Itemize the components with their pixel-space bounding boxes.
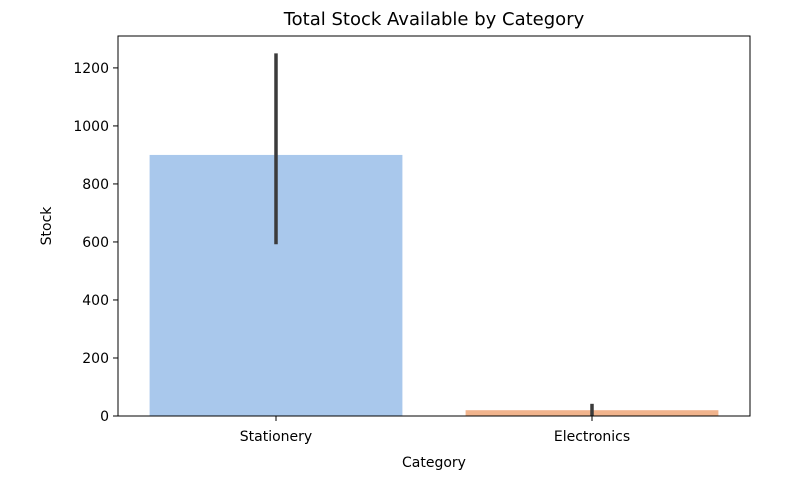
x-axis-label: Category <box>402 455 466 471</box>
x-tick-label: Electronics <box>554 429 630 445</box>
plot-frame <box>117 35 751 417</box>
x-axis: Stationery Electronics <box>240 416 630 445</box>
y-tick-label: 1000 <box>73 119 109 135</box>
error-bars-layer <box>274 53 594 416</box>
y-tick-label: 600 <box>82 235 109 251</box>
y-tick-label: 0 <box>100 409 109 425</box>
y-tick-label: 400 <box>82 293 109 309</box>
y-tick-label: 200 <box>82 351 109 367</box>
y-axis-label: Stock <box>39 206 55 246</box>
y-tick-label: 1200 <box>73 61 109 77</box>
y-axis: 0 200 400 600 800 1000 1200 <box>73 61 118 425</box>
chart-title: Total Stock Available by Category <box>283 9 585 30</box>
bars-layer <box>149 154 719 416</box>
x-tick-label: Stationery <box>240 429 312 445</box>
y-tick-label: 800 <box>82 177 109 193</box>
